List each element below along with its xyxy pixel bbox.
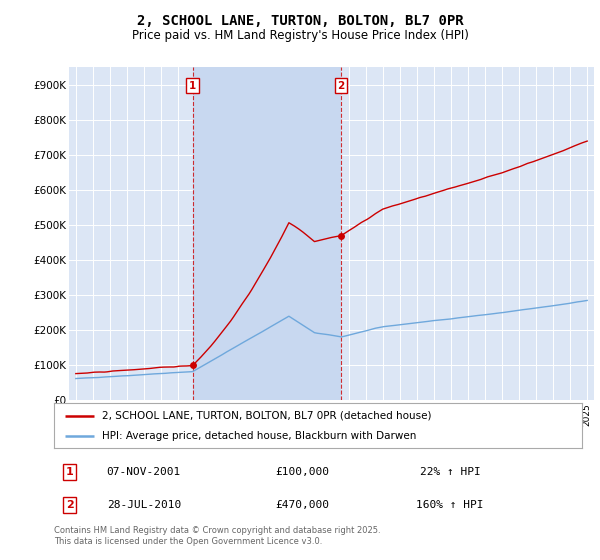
Text: £470,000: £470,000 (275, 500, 329, 510)
Text: 1: 1 (189, 81, 196, 91)
Text: 22% ↑ HPI: 22% ↑ HPI (419, 467, 481, 477)
Bar (193, 67, 341, 400)
Text: £100,000: £100,000 (275, 467, 329, 477)
Text: 28-JUL-2010: 28-JUL-2010 (107, 500, 181, 510)
Text: 07-NOV-2001: 07-NOV-2001 (107, 467, 181, 477)
Text: Price paid vs. HM Land Registry's House Price Index (HPI): Price paid vs. HM Land Registry's House … (131, 29, 469, 42)
Text: 2, SCHOOL LANE, TURTON, BOLTON, BL7 0PR (detached house): 2, SCHOOL LANE, TURTON, BOLTON, BL7 0PR … (101, 410, 431, 421)
Text: 160% ↑ HPI: 160% ↑ HPI (416, 500, 484, 510)
Text: HPI: Average price, detached house, Blackburn with Darwen: HPI: Average price, detached house, Blac… (101, 431, 416, 441)
Text: 2: 2 (66, 500, 74, 510)
Text: 2, SCHOOL LANE, TURTON, BOLTON, BL7 0PR: 2, SCHOOL LANE, TURTON, BOLTON, BL7 0PR (137, 14, 463, 28)
Text: Contains HM Land Registry data © Crown copyright and database right 2025.
This d: Contains HM Land Registry data © Crown c… (54, 526, 380, 546)
Text: 2: 2 (338, 81, 345, 91)
Text: 1: 1 (66, 467, 74, 477)
